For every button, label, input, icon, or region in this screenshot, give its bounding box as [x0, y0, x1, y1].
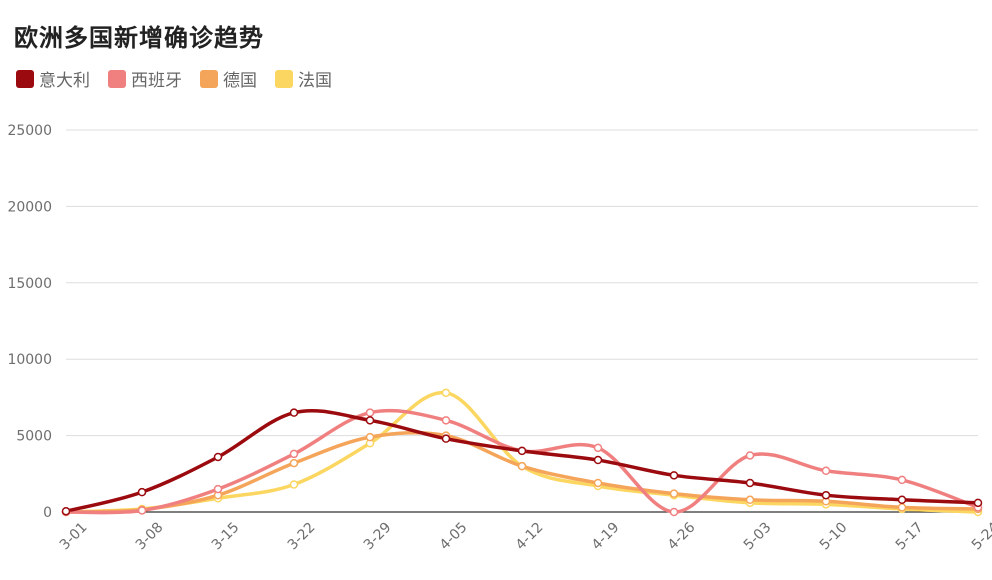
data-point-germany[interactable]	[593, 478, 603, 488]
legend-label-france: 法国	[298, 71, 332, 91]
legend-swatch-italy	[16, 69, 34, 88]
legend-item-germany[interactable]: 德国	[200, 66, 257, 91]
x-tick-label: 3-15	[209, 520, 243, 554]
data-point-spain[interactable]	[593, 443, 603, 453]
x-tick-label: 3-08	[133, 520, 167, 554]
y-tick-label: 10000	[7, 352, 52, 368]
data-point-spain[interactable]	[821, 466, 831, 475]
data-point-italy[interactable]	[517, 446, 527, 456]
legend-swatch-france	[275, 69, 293, 88]
data-point-spain[interactable]	[669, 507, 679, 517]
data-point-spain[interactable]	[213, 484, 223, 494]
y-axis: 0 5000 10000 15000 20000 25000	[7, 123, 52, 521]
data-point-italy[interactable]	[973, 498, 983, 508]
data-point-italy[interactable]	[137, 487, 147, 497]
y-tick-label: 15000	[7, 276, 52, 292]
data-point-germany[interactable]	[365, 432, 375, 442]
legend-item-france[interactable]: 法国	[275, 66, 332, 91]
data-point-italy[interactable]	[213, 452, 223, 462]
chart-title: 欧洲多国新增确诊趋势	[14, 24, 264, 52]
data-point-germany[interactable]	[517, 461, 527, 471]
data-point-spain[interactable]	[745, 451, 755, 460]
data-point-germany[interactable]	[897, 503, 907, 512]
data-point-italy[interactable]	[821, 490, 831, 500]
data-point-spain[interactable]	[441, 416, 451, 425]
legend-item-italy[interactable]: 意大利	[16, 66, 90, 91]
x-tick-label: 4-19	[589, 520, 623, 554]
data-point-spain[interactable]	[137, 506, 147, 515]
x-tick-label: 5-24	[969, 519, 992, 553]
x-tick-label: 3-29	[361, 520, 395, 554]
data-point-italy[interactable]	[365, 416, 375, 425]
data-point-italy[interactable]	[289, 408, 299, 417]
x-axis: 3-01 3-08 3-15 3-22 3-29 4-05 4-12 4-19 4-26 5-03…	[57, 519, 992, 553]
legend-swatch-germany	[200, 69, 218, 88]
y-tick-label: 25000	[7, 123, 52, 139]
x-tick-label: 3-22	[285, 520, 319, 554]
legend-label-italy: 意大利	[39, 71, 90, 91]
data-point-germany[interactable]	[289, 458, 299, 468]
data-point-italy[interactable]	[669, 471, 679, 480]
grid-lines	[66, 129, 978, 513]
series-group	[61, 388, 983, 517]
legend-item-spain[interactable]: 西班牙	[108, 66, 182, 91]
data-point-germany[interactable]	[745, 495, 755, 505]
data-point-france[interactable]	[289, 480, 299, 489]
data-point-italy[interactable]	[61, 506, 71, 516]
x-tick-label: 4-26	[665, 519, 699, 553]
x-tick-label: 3-01	[57, 520, 91, 554]
x-tick-label: 5-10	[817, 520, 851, 554]
y-tick-label: 20000	[7, 199, 52, 215]
data-point-spain[interactable]	[289, 449, 299, 459]
legend-swatch-spain	[108, 69, 126, 88]
legend-label-spain: 西班牙	[131, 71, 182, 91]
data-point-france[interactable]	[441, 388, 451, 398]
data-point-italy[interactable]	[593, 455, 603, 465]
data-point-spain[interactable]	[365, 408, 375, 417]
data-point-italy[interactable]	[745, 478, 755, 488]
legend: 意大利 西班牙 德国 法国	[16, 66, 332, 91]
x-tick-label: 5-17	[893, 520, 927, 554]
data-point-spain[interactable]	[897, 475, 907, 485]
data-point-germany[interactable]	[669, 489, 679, 498]
y-tick-label: 5000	[16, 429, 52, 445]
x-tick-label: 5-03	[741, 520, 775, 554]
y-tick-label: 0	[43, 505, 52, 521]
legend-label-germany: 德国	[223, 71, 257, 91]
x-tick-label: 4-12	[513, 520, 547, 554]
data-point-italy[interactable]	[441, 434, 451, 443]
x-tick-label: 4-05	[437, 520, 471, 554]
data-point-italy[interactable]	[897, 495, 907, 505]
